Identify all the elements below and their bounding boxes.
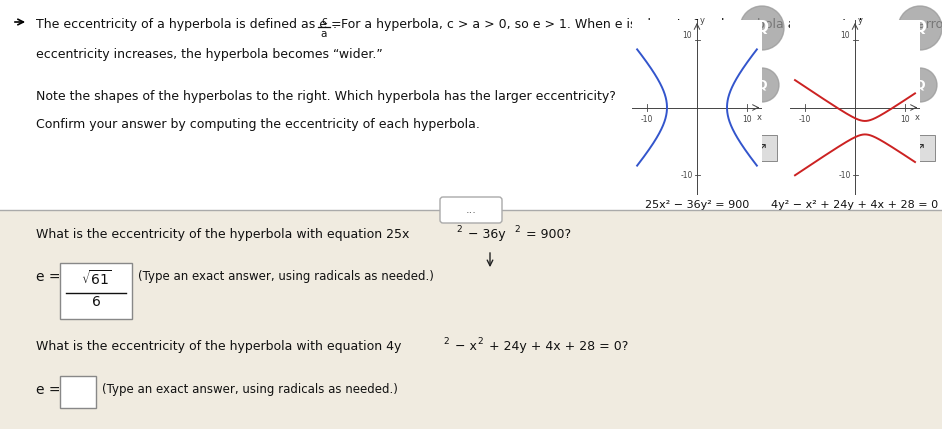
Text: e =: e = (36, 270, 60, 284)
Circle shape (745, 68, 779, 102)
Text: Note the shapes of the hyperbolas to the right. Which hyperbola has the larger e: Note the shapes of the hyperbolas to the… (36, 90, 616, 103)
FancyBboxPatch shape (903, 135, 935, 161)
Text: a: a (321, 29, 327, 39)
Text: eccentricity increases, the hyperbola becomes “wider.”: eccentricity increases, the hyperbola be… (36, 48, 382, 61)
Text: 4y² − x² + 24y + 4x + 28 = 0: 4y² − x² + 24y + 4x + 28 = 0 (771, 200, 938, 210)
Text: + 24y + 4x + 28 = 0?: + 24y + 4x + 28 = 0? (485, 340, 628, 353)
Bar (0, 210, 942, 429)
Text: 2: 2 (514, 225, 520, 234)
Text: (Type an exact answer, using radicals as needed.): (Type an exact answer, using radicals as… (102, 383, 398, 396)
Text: Q: Q (915, 79, 925, 91)
Text: Q: Q (756, 79, 768, 91)
Text: y: y (858, 16, 863, 25)
Text: . For a hyperbola, c > a > 0, so e > 1. When e is close to 1, a hyperbola appear: . For a hyperbola, c > a > 0, so e > 1. … (333, 18, 942, 31)
Text: x: x (757, 113, 762, 121)
Text: What is the eccentricity of the hyperbola with equation 4y: What is the eccentricity of the hyperbol… (36, 340, 401, 353)
Text: 6: 6 (91, 295, 101, 309)
Text: y: y (700, 16, 705, 25)
Text: 2: 2 (456, 225, 462, 234)
Text: -10: -10 (641, 115, 653, 124)
Text: = 900?: = 900? (522, 228, 571, 241)
Text: The eccentricity of a hyperbola is defined as e =: The eccentricity of a hyperbola is defin… (36, 18, 346, 31)
Text: 10: 10 (742, 115, 752, 124)
Text: (Type an exact answer, using radicals as needed.): (Type an exact answer, using radicals as… (138, 270, 434, 283)
Text: $\sqrt{61}$: $\sqrt{61}$ (80, 269, 111, 288)
FancyBboxPatch shape (60, 263, 132, 319)
Text: -10: -10 (799, 115, 811, 124)
Circle shape (740, 6, 784, 50)
Text: x: x (915, 113, 920, 121)
Text: c: c (321, 16, 327, 26)
Text: 2: 2 (443, 337, 448, 346)
Text: 10: 10 (901, 115, 910, 124)
FancyBboxPatch shape (60, 376, 96, 408)
Text: 10: 10 (840, 31, 850, 40)
Text: − 36y: − 36y (464, 228, 506, 241)
Text: − x: − x (451, 340, 477, 353)
FancyBboxPatch shape (440, 197, 502, 223)
Text: ↗: ↗ (915, 142, 925, 154)
Text: -10: -10 (838, 171, 852, 180)
Text: Confirm your answer by computing the eccentricity of each hyperbola.: Confirm your answer by computing the ecc… (36, 118, 479, 131)
Text: -10: -10 (681, 171, 693, 180)
Text: Q: Q (914, 21, 927, 36)
Text: ↗: ↗ (756, 142, 767, 154)
Text: What is the eccentricity of the hyperbola with equation 25x: What is the eccentricity of the hyperbol… (36, 228, 410, 241)
FancyBboxPatch shape (745, 135, 777, 161)
Text: 10: 10 (682, 31, 691, 40)
Circle shape (903, 68, 937, 102)
Bar (0, 0, 942, 210)
Text: e =: e = (36, 383, 60, 397)
Text: 2: 2 (477, 337, 482, 346)
Text: 25x² − 36y² = 900: 25x² − 36y² = 900 (645, 200, 749, 210)
Text: ...: ... (465, 205, 477, 215)
Circle shape (898, 6, 942, 50)
Text: Q: Q (755, 21, 769, 36)
